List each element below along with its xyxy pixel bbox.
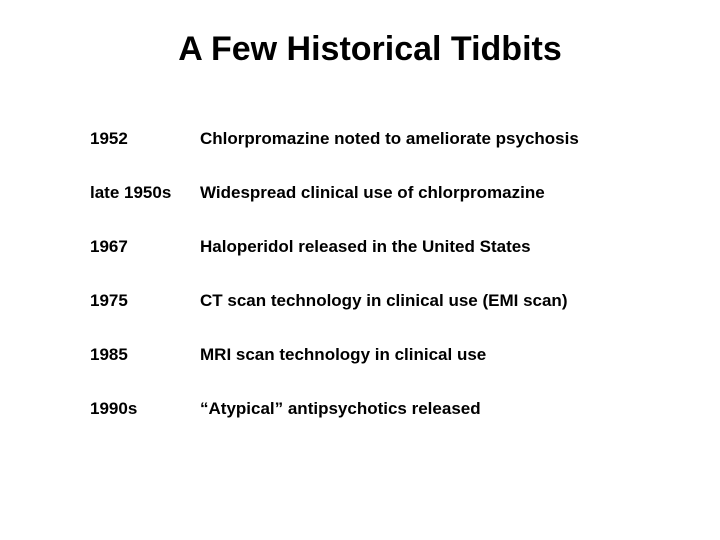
timeline-year: 1975 xyxy=(90,291,200,311)
slide: A Few Historical Tidbits 1952 Chlorproma… xyxy=(0,0,720,540)
timeline-list: 1952 Chlorpromazine noted to ameliorate … xyxy=(90,129,660,419)
timeline-desc: Haloperidol released in the United State… xyxy=(200,237,660,257)
timeline-row: 1967 Haloperidol released in the United … xyxy=(90,237,660,257)
timeline-desc: MRI scan technology in clinical use xyxy=(200,345,660,365)
timeline-year: 1990s xyxy=(90,399,200,419)
timeline-desc: Widespread clinical use of chlorpromazin… xyxy=(200,183,660,203)
timeline-year: late 1950s xyxy=(90,183,200,203)
timeline-desc: CT scan technology in clinical use (EMI … xyxy=(200,291,660,311)
timeline-desc: “Atypical” antipsychotics released xyxy=(200,399,660,419)
timeline-row: 1985 MRI scan technology in clinical use xyxy=(90,345,660,365)
timeline-row: 1952 Chlorpromazine noted to ameliorate … xyxy=(90,129,660,149)
timeline-row: 1990s “Atypical” antipsychotics released xyxy=(90,399,660,419)
timeline-row: 1975 CT scan technology in clinical use … xyxy=(90,291,660,311)
slide-title: A Few Historical Tidbits xyxy=(100,30,640,69)
timeline-row: late 1950s Widespread clinical use of ch… xyxy=(90,183,660,203)
timeline-year: 1952 xyxy=(90,129,200,149)
timeline-year: 1985 xyxy=(90,345,200,365)
timeline-desc: Chlorpromazine noted to ameliorate psych… xyxy=(200,129,660,149)
timeline-year: 1967 xyxy=(90,237,200,257)
